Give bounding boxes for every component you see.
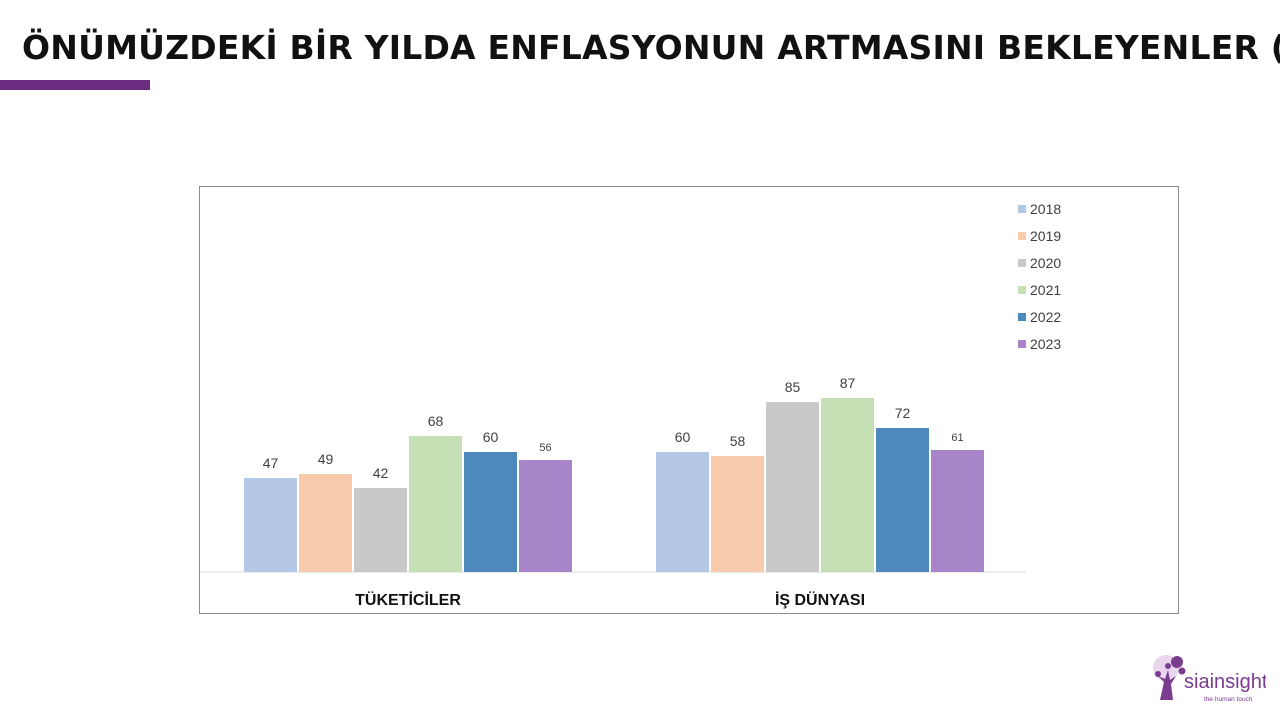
- legend-swatch-2022: [1018, 313, 1026, 321]
- bar-2018-consumers: [244, 478, 297, 572]
- legend-swatch-2023: [1018, 340, 1026, 348]
- bar-2022-consumers: [464, 452, 517, 572]
- bar-2023-business: [931, 450, 984, 572]
- page-title: ÖNÜMÜZDEKİ BİR YILDA ENFLASYONUN ARTMASI…: [22, 28, 1280, 67]
- legend-swatch-2018: [1018, 205, 1026, 213]
- bar-2022-business: [876, 428, 929, 572]
- data-label: 87: [840, 375, 856, 391]
- data-label: 47: [263, 455, 279, 471]
- logo-tagline: the human touch: [1204, 696, 1253, 703]
- category-label: İŞ DÜNYASI: [775, 590, 865, 609]
- bar-2019-consumers: [299, 474, 352, 572]
- legend-label-2023: 2023: [1030, 336, 1061, 352]
- legend-label-2022: 2022: [1030, 309, 1061, 325]
- data-label: 56: [539, 442, 551, 454]
- legend-label-2021: 2021: [1030, 282, 1061, 298]
- chart-frame: 47 49 42 68 60 56 TÜKETİCİLER 60 58 85 87 72 61 İŞ DÜ…: [199, 186, 1179, 614]
- bar-2019-business: [711, 456, 764, 572]
- legend-swatch-2020: [1018, 259, 1026, 267]
- title-accent-bar: [0, 80, 150, 90]
- bar-2021-consumers: [409, 436, 462, 572]
- legend-swatch-2019: [1018, 232, 1026, 240]
- data-label: 58: [730, 433, 746, 449]
- bar-2018-business: [656, 452, 709, 572]
- logo-tree-icon: [1153, 655, 1186, 700]
- data-label: 49: [318, 451, 334, 467]
- bar-2021-business: [821, 398, 874, 572]
- logo-brand-text: siainsight: [1184, 671, 1266, 693]
- data-label: 42: [373, 465, 389, 481]
- data-label: 60: [483, 429, 499, 445]
- sia-insight-logo: siainsight the human touch: [1153, 655, 1266, 703]
- data-label: 72: [895, 405, 911, 421]
- data-label: 68: [428, 413, 444, 429]
- legend-label-2020: 2020: [1030, 255, 1061, 271]
- bar-2020-business: [766, 402, 819, 572]
- bar-2023-consumers: [519, 460, 572, 572]
- bar-chart: 47 49 42 68 60 56 TÜKETİCİLER 60 58 85 87 72 61 İŞ DÜ…: [200, 201, 1061, 609]
- data-label: 60: [675, 429, 691, 445]
- legend-label-2018: 2018: [1030, 201, 1061, 217]
- legend-label-2019: 2019: [1030, 228, 1061, 244]
- data-label: 61: [951, 432, 963, 444]
- legend-swatch-2021: [1018, 286, 1026, 294]
- category-label: TÜKETİCİLER: [355, 590, 461, 609]
- data-label: 85: [785, 379, 801, 395]
- bar-2020-consumers: [354, 488, 407, 572]
